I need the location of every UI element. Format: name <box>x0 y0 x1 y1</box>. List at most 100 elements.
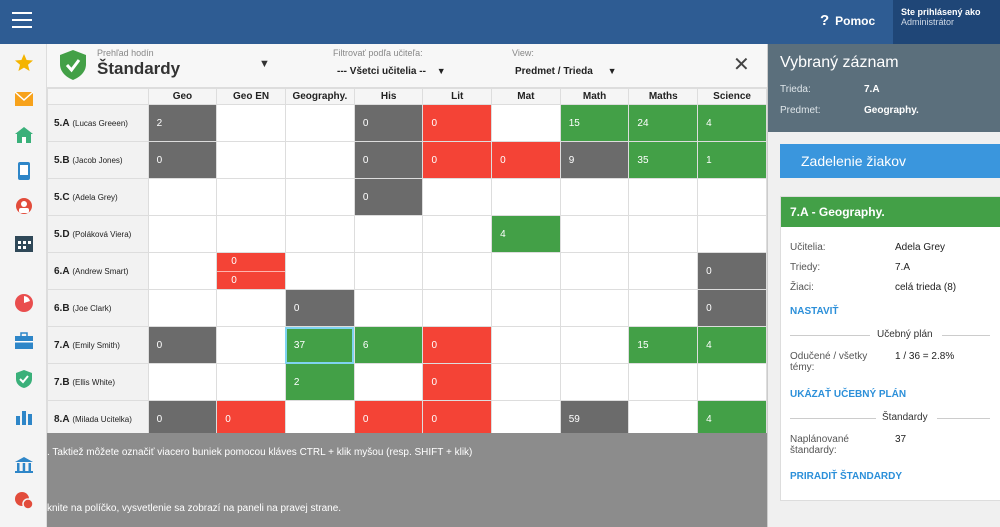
grid-cell[interactable]: 0 <box>353 178 424 216</box>
grid-cell[interactable]: 0 <box>697 252 767 290</box>
row-label[interactable]: 5.B (Jacob Jones) <box>47 141 149 179</box>
grid-cell[interactable] <box>147 363 218 401</box>
grid-cell[interactable] <box>216 215 286 253</box>
show-plan-link[interactable]: UKÁZAŤ UČEBNÝ PLÁN <box>790 389 907 400</box>
grid-cell[interactable]: 0 <box>422 104 493 142</box>
grid-cell[interactable] <box>559 252 630 290</box>
grid-cell[interactable]: 0 <box>353 141 424 179</box>
caret-down-icon[interactable]: ▼ <box>259 58 270 70</box>
grid-cell[interactable] <box>147 178 218 216</box>
grid-cell[interactable]: 0 <box>216 400 286 438</box>
column-header[interactable]: His <box>353 88 424 105</box>
grid-cell[interactable]: 0 <box>422 400 493 438</box>
user-info[interactable]: Ste prihlásený ako Administrátor <box>893 0 1000 44</box>
grid-cell[interactable]: 0 <box>422 326 493 364</box>
column-header[interactable]: Science <box>697 88 767 105</box>
grid-cell[interactable] <box>491 104 561 142</box>
grid-cell[interactable]: 0 <box>353 104 424 142</box>
grid-cell[interactable] <box>353 289 424 327</box>
column-header[interactable]: Geo <box>147 88 218 105</box>
row-label[interactable]: 7.B (Ellis White) <box>47 363 149 401</box>
grid-cell[interactable]: 24 <box>628 104 699 142</box>
grid-cell[interactable] <box>491 400 561 438</box>
row-label[interactable]: 7.A (Emily Smith) <box>47 326 149 364</box>
column-header[interactable]: Geography. <box>284 88 355 105</box>
row-label[interactable]: 6.B (Joe Clark) <box>47 289 149 327</box>
calendar-icon[interactable] <box>13 232 35 254</box>
grid-cell[interactable]: 15 <box>559 104 630 142</box>
grid-cell[interactable]: 0 <box>697 289 767 327</box>
grid-cell[interactable]: 1 <box>697 141 767 179</box>
grid-cell[interactable] <box>216 141 286 179</box>
grid-cell[interactable] <box>147 289 218 327</box>
grid-cell[interactable]: 59 <box>559 400 630 438</box>
grid-cell[interactable]: 0 <box>353 400 424 438</box>
grid-cell[interactable] <box>697 363 767 401</box>
grid-cell[interactable] <box>559 289 630 327</box>
grid-cell[interactable]: 2 <box>147 104 218 142</box>
grid-cell[interactable]: 0 <box>147 141 218 179</box>
grid-cell[interactable]: 35 <box>628 141 699 179</box>
grid-cell[interactable] <box>422 252 493 290</box>
row-label[interactable]: 5.A (Lucas Greeen) <box>47 104 149 142</box>
column-header[interactable]: Math <box>559 88 630 105</box>
grid-cell[interactable]: 0 <box>422 363 493 401</box>
grid-cell[interactable]: 15 <box>628 326 699 364</box>
grid-cell[interactable] <box>284 141 355 179</box>
grid-cell[interactable] <box>284 104 355 142</box>
grid-cell[interactable] <box>147 215 218 253</box>
grid-cell[interactable] <box>353 215 424 253</box>
grid-cell[interactable] <box>422 215 493 253</box>
grid-cell[interactable] <box>628 178 699 216</box>
column-header[interactable]: Lit <box>422 88 493 105</box>
grid-cell[interactable]: 4 <box>697 326 767 364</box>
shield-check-icon[interactable] <box>13 368 35 390</box>
school-icon[interactable] <box>13 124 35 146</box>
grid-cell[interactable] <box>353 252 424 290</box>
grid-cell[interactable] <box>422 178 493 216</box>
grid-cell[interactable] <box>628 289 699 327</box>
grid-cell[interactable]: 0 <box>491 141 561 179</box>
person-icon[interactable] <box>13 196 35 218</box>
set-link[interactable]: NASTAVIŤ <box>790 306 839 317</box>
mail-icon[interactable] <box>13 88 35 110</box>
grid-cell[interactable]: 4 <box>491 215 561 253</box>
view-select[interactable]: Predmet / Trieda ▼ <box>515 66 617 77</box>
help-button[interactable]: ? Pomoc <box>820 12 875 29</box>
grid-cell[interactable] <box>559 363 630 401</box>
briefcase-icon[interactable] <box>13 330 35 352</box>
grid-cell[interactable] <box>559 215 630 253</box>
menu-icon[interactable] <box>12 12 32 28</box>
grid-cell[interactable] <box>491 289 561 327</box>
grid-cell[interactable] <box>559 326 630 364</box>
tablet-icon[interactable] <box>13 160 35 182</box>
grid-cell[interactable] <box>491 363 561 401</box>
grid-cell[interactable]: 2 <box>284 363 355 401</box>
grid-cell[interactable] <box>422 289 493 327</box>
grid-cell[interactable] <box>353 363 424 401</box>
grid-cell[interactable] <box>491 326 561 364</box>
chat-icon[interactable] <box>13 490 35 512</box>
grid-cell[interactable] <box>284 400 355 438</box>
grid-cell[interactable]: 4 <box>697 104 767 142</box>
page-title[interactable]: Štandardy <box>97 59 181 78</box>
star-icon[interactable] <box>13 52 35 74</box>
assign-standards-link[interactable]: PRIRADIŤ ŠTANDARDY <box>790 471 903 482</box>
teacher-filter-select[interactable]: --- Všetci učitelia -- ▼ <box>337 66 446 77</box>
grid-cell[interactable] <box>216 178 286 216</box>
grid-cell[interactable] <box>216 289 286 327</box>
row-label[interactable]: 5.C (Adela Grey) <box>47 178 149 216</box>
grid-cell[interactable] <box>216 104 286 142</box>
row-label[interactable]: 6.A (Andrew Smart) <box>47 252 149 290</box>
close-icon[interactable]: ✕ <box>733 54 750 76</box>
row-label[interactable]: 8.A (Milada Ucitelka) <box>47 400 149 438</box>
column-header[interactable]: Mat <box>491 88 561 105</box>
grid-cell[interactable]: 0 <box>284 289 355 327</box>
grid-cell[interactable] <box>216 363 286 401</box>
grid-cell[interactable]: 0 <box>147 400 218 438</box>
grid-cell[interactable] <box>697 178 767 216</box>
grid-cell[interactable] <box>491 252 561 290</box>
grid-cell[interactable] <box>284 252 355 290</box>
grid-cell[interactable] <box>628 252 699 290</box>
